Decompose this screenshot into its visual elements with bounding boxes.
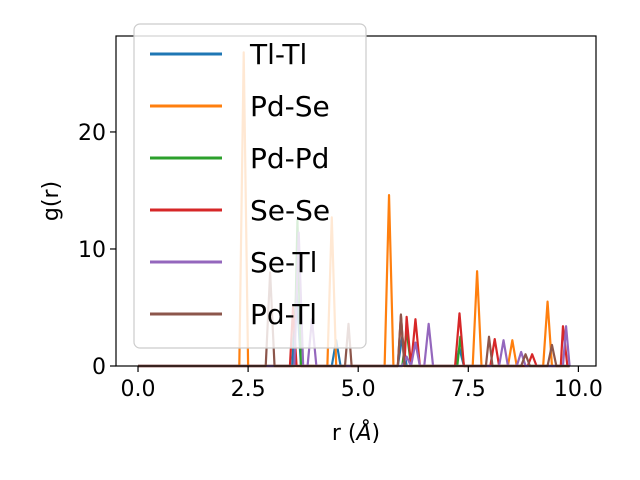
- legend-entry-label: Se-Se: [250, 194, 330, 227]
- legend-entry-label: Pd-Se: [250, 90, 330, 123]
- legend: Tl-Tl Pd-Se Pd-Pd Se-Se Se-Tl Pd-Tl: [133, 23, 367, 349]
- x-axis-label-close: ): [372, 421, 381, 446]
- x-axis-label-unit: Å: [354, 419, 371, 446]
- legend-entry-label: Se-Tl: [250, 246, 317, 279]
- legend-entry-label: Tl-Tl: [249, 38, 307, 71]
- legend-entry-label: Pd-Tl: [250, 298, 317, 331]
- x-tick-label: 7.5: [451, 377, 486, 402]
- y-tick-label: 0: [92, 355, 106, 380]
- x-tick-label: 10.0: [554, 377, 603, 402]
- x-tick-label: 2.5: [231, 377, 266, 402]
- x-tick-label: 0.0: [121, 377, 156, 402]
- y-tick-label: 20: [78, 121, 106, 146]
- x-axis-label-text: r (: [332, 421, 357, 446]
- axes-layer: 0.0 2.5 5.0 7.5 10.0 0 10 20: [78, 35, 603, 402]
- x-tick-label: 5.0: [341, 377, 376, 402]
- legend-entry-label: Pd-Pd: [250, 142, 329, 175]
- y-axis-label: g(r): [39, 181, 64, 221]
- y-tick-label: 10: [78, 238, 106, 263]
- x-axis-label: r (Å): [332, 419, 380, 446]
